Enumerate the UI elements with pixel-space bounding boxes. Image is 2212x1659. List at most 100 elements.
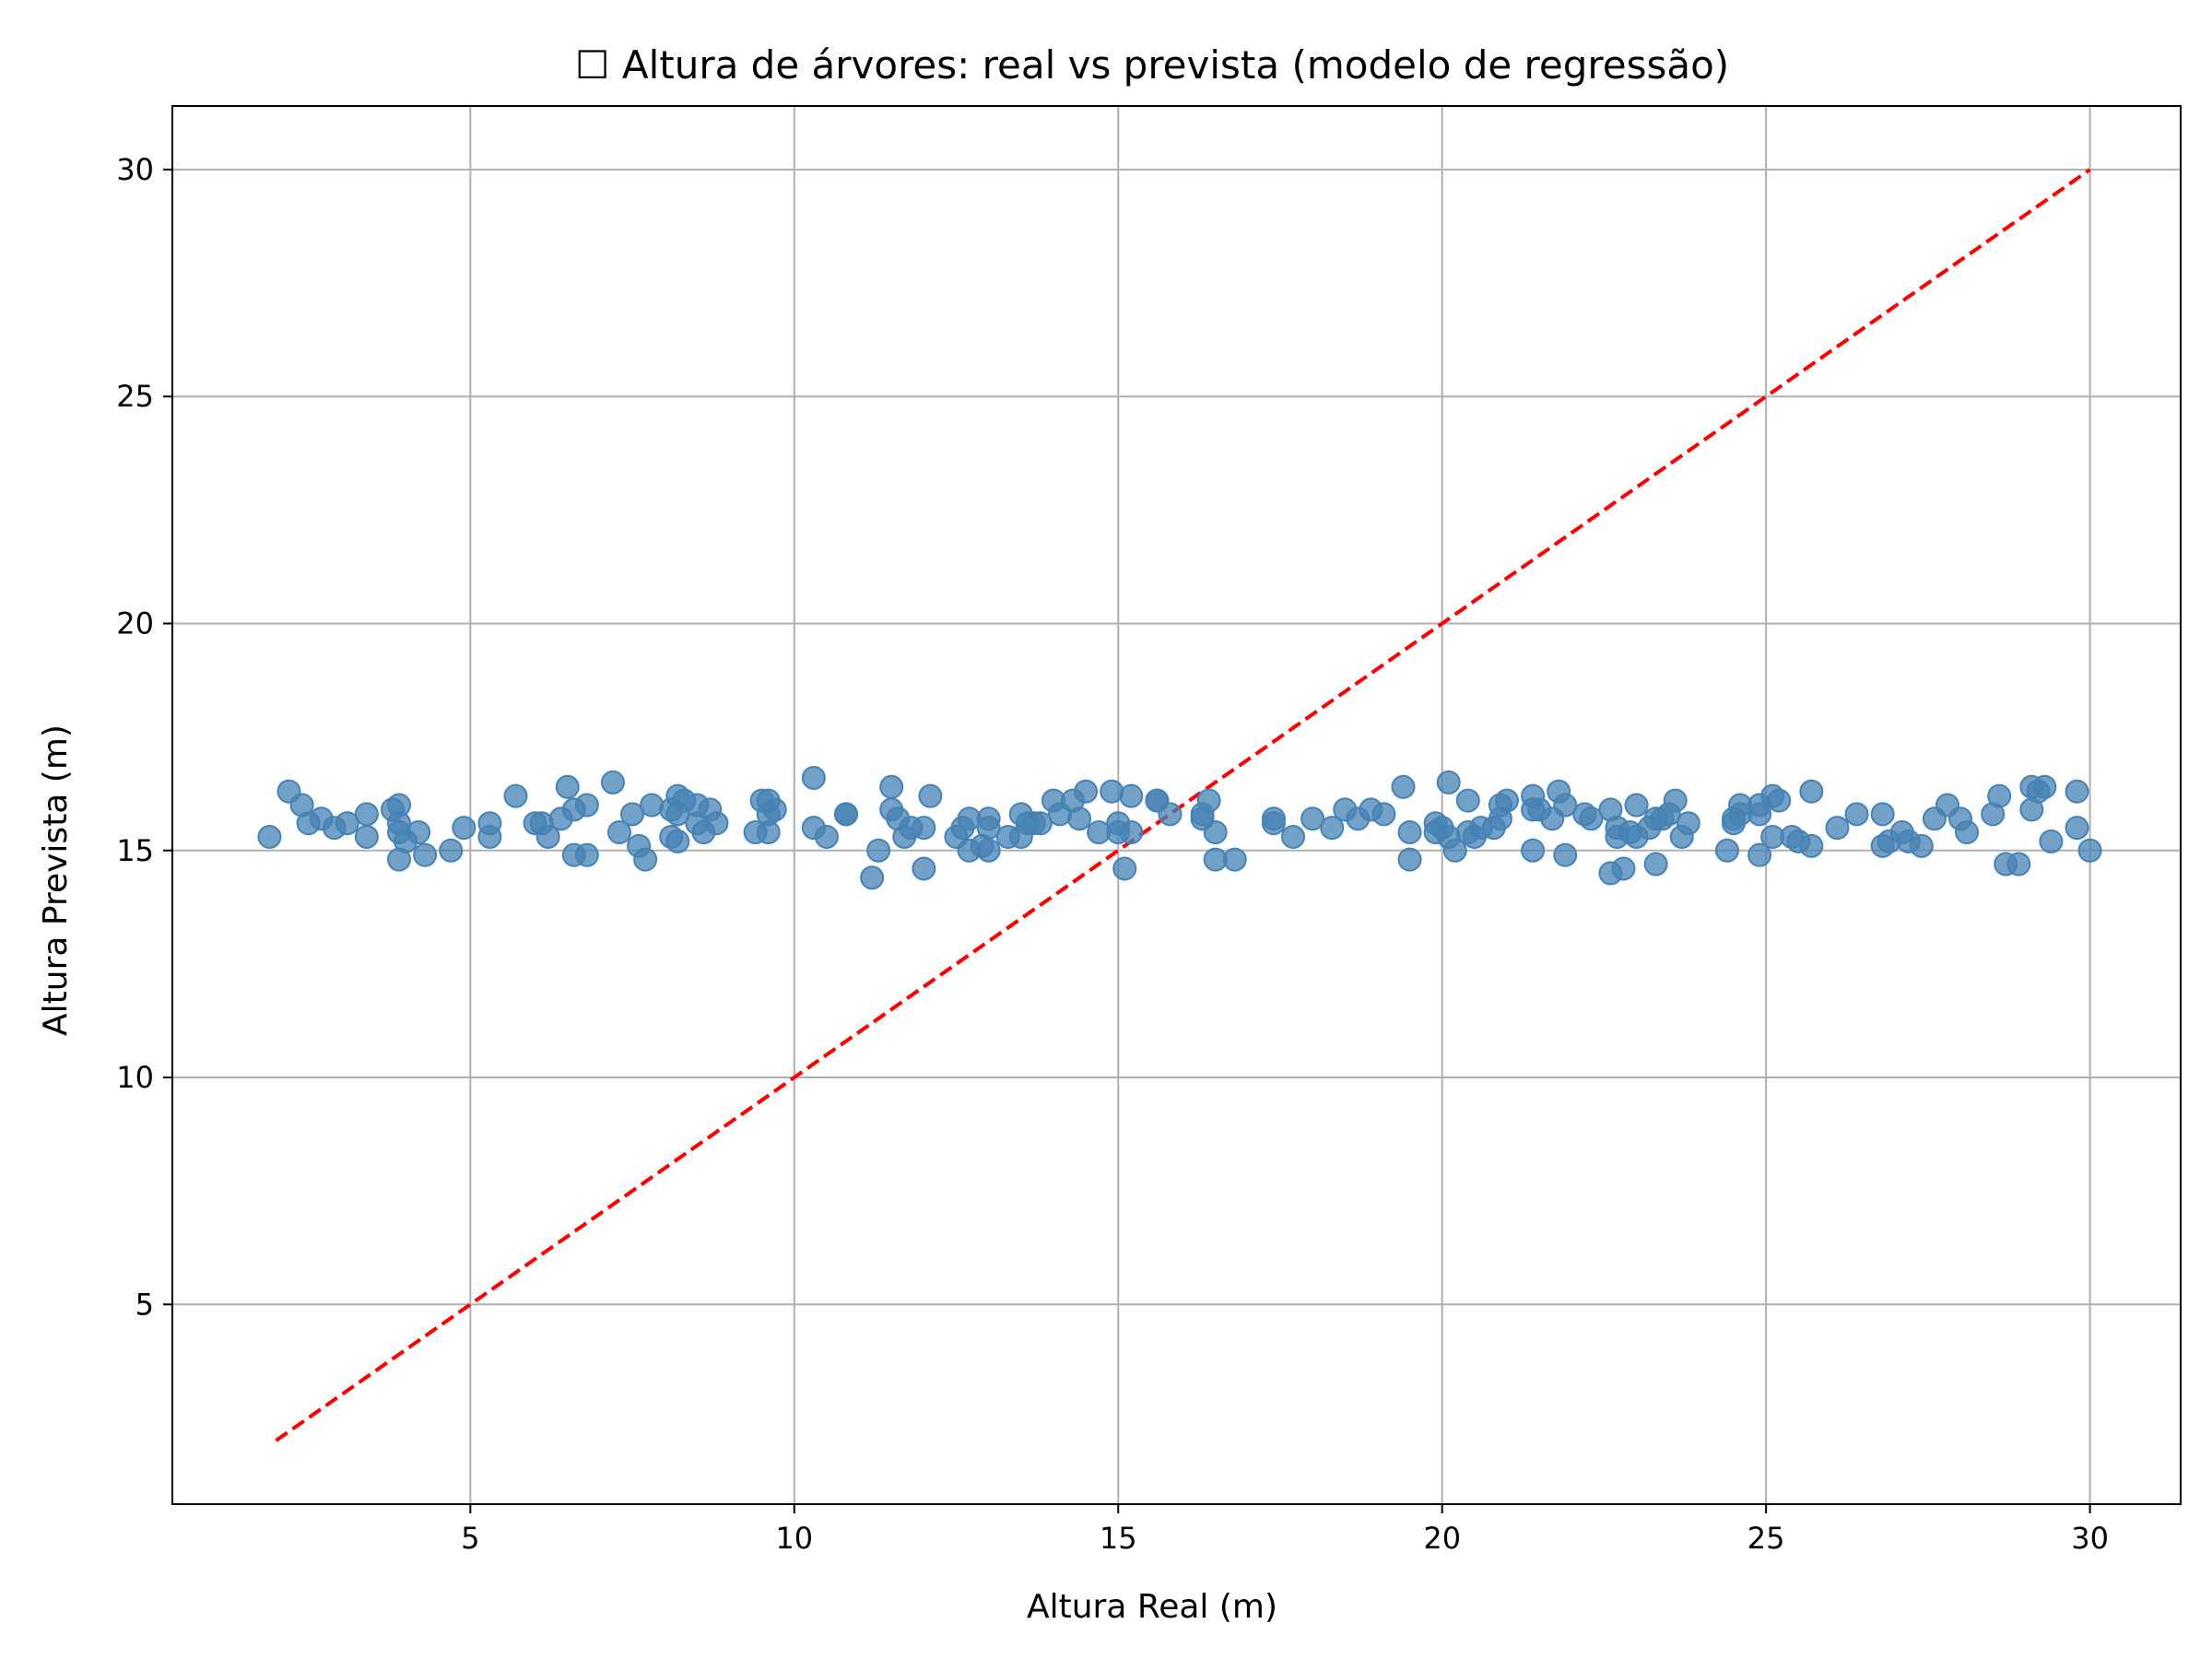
data-point (1320, 816, 1345, 841)
data-point (354, 824, 379, 849)
data-point (1119, 820, 1144, 845)
data-point (918, 783, 943, 808)
data-point (2065, 816, 2089, 841)
data-point (1436, 770, 1461, 794)
data-point (1825, 816, 1850, 841)
data-point (1067, 806, 1092, 831)
data-point (1955, 820, 1980, 845)
data-point (756, 820, 781, 845)
data-point (866, 838, 891, 863)
data-point (1663, 788, 1688, 813)
data-point (354, 802, 379, 827)
grid (172, 106, 2181, 1504)
plot-frame (171, 105, 2182, 1505)
data-point (1714, 838, 1739, 863)
data-point (1222, 847, 1247, 872)
data-point (912, 816, 936, 841)
data-point (1844, 802, 1869, 827)
data-point (574, 793, 599, 818)
y-tick-label: 5 (135, 1287, 154, 1322)
data-point (1870, 802, 1895, 827)
data-point (2039, 829, 2064, 853)
data-point (1767, 788, 1792, 813)
reference-line (275, 168, 2091, 1442)
data-point (2077, 838, 2102, 863)
data-point (1119, 783, 1144, 808)
data-point (814, 824, 839, 849)
data-point (1747, 842, 1772, 867)
data-point (413, 842, 438, 867)
data-point (477, 824, 502, 849)
data-point (912, 856, 936, 881)
data-point (406, 820, 431, 845)
data-point (1611, 856, 1636, 881)
data-point (1074, 779, 1099, 804)
y-tick-label: 25 (116, 379, 154, 414)
data-point (257, 824, 282, 849)
data-point (1494, 788, 1519, 813)
data-point (976, 838, 1001, 863)
data-point (1281, 824, 1306, 849)
data-point (1747, 802, 1772, 827)
data-point (665, 829, 690, 853)
x-axis-label: Altura Real (m) (1027, 1588, 1277, 1626)
data-point (1579, 806, 1604, 831)
data-point (762, 797, 787, 822)
data-point (1909, 833, 1934, 858)
y-tick-label: 30 (116, 152, 154, 187)
data-point (640, 793, 665, 818)
data-point (439, 838, 464, 863)
x-tick-label: 15 (1100, 1521, 1137, 1556)
data-point (834, 802, 859, 827)
data-point (860, 865, 885, 890)
data-point (1203, 820, 1228, 845)
data-point (1643, 852, 1668, 877)
data-point (555, 774, 580, 799)
x-tick-label: 30 (2071, 1521, 2109, 1556)
data-point (633, 847, 658, 872)
y-axis-ticks: 5 10 15 20 25 30 (116, 152, 172, 1322)
data-point (2006, 852, 2031, 877)
data-point (1553, 842, 1578, 867)
data-point (976, 806, 1001, 831)
data-point (607, 820, 632, 845)
data-point (1371, 802, 1396, 827)
x-axis-ticks: 5 10 15 20 25 30 (461, 1504, 2109, 1556)
data-point (2032, 774, 2057, 799)
y-tick-label: 20 (116, 606, 154, 641)
x-tick-label: 5 (461, 1521, 479, 1556)
data-point (1799, 833, 1824, 858)
data-point (2065, 779, 2089, 804)
data-point (801, 765, 826, 790)
data-point (1521, 838, 1546, 863)
data-points (257, 765, 2102, 890)
data-point (1100, 779, 1124, 804)
data-point (1624, 793, 1649, 818)
data-point (879, 774, 904, 799)
data-point (600, 770, 625, 794)
y-axis-label: Altura Prevista (m) (37, 724, 75, 1036)
data-point (1196, 788, 1221, 813)
data-point (1676, 811, 1700, 836)
y-tick-label: 15 (116, 833, 154, 868)
data-point (335, 811, 359, 836)
data-point (1442, 838, 1467, 863)
data-point (1397, 820, 1422, 845)
data-point (1261, 811, 1286, 836)
data-point (574, 842, 599, 867)
data-point (1158, 802, 1182, 827)
data-point (704, 811, 729, 836)
data-point (387, 793, 412, 818)
data-point (1799, 779, 1824, 804)
data-point (503, 783, 528, 808)
x-tick-label: 20 (1423, 1521, 1461, 1556)
reference-line-layer (275, 168, 2091, 1442)
data-point (1553, 793, 1578, 818)
data-point (1112, 856, 1137, 881)
data-point (1391, 774, 1416, 799)
data-point (1028, 811, 1053, 836)
x-tick-label: 25 (1747, 1521, 1785, 1556)
data-point (1397, 847, 1422, 872)
data-point (452, 816, 477, 841)
